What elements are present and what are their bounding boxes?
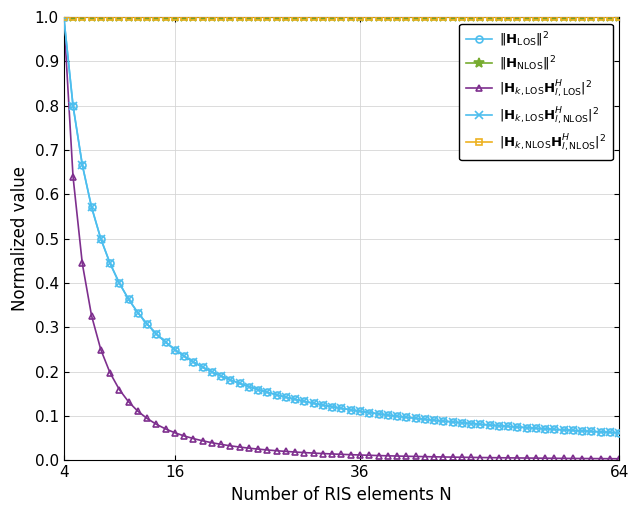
$|\mathbf{H}_{k,\mathrm{LOS}}\mathbf{H}_{l,\mathrm{LOS}}^{H}|^2$ <box>356 452 364 458</box>
$\|\mathbf{H}_{\mathrm{NLOS}}\|^2$ <box>541 14 549 20</box>
$|\mathbf{H}_{k,\mathrm{NLOS}}\mathbf{H}_{l,\mathrm{NLOS}}^{H}|^2$ <box>356 14 364 20</box>
$|\mathbf{H}_{k,\mathrm{LOS}}\mathbf{H}_{l,\mathrm{LOS}}^{H}|^2$ <box>254 446 262 452</box>
$\|\mathbf{H}_{\mathrm{LOS}}\|^2$ <box>541 426 549 432</box>
Legend: $\|\mathbf{H}_{\mathrm{LOS}}\|^2$, $\|\mathbf{H}_{\mathrm{NLOS}}\|^2$, $|\mathbf: $\|\mathbf{H}_{\mathrm{LOS}}\|^2$, $\|\m… <box>460 24 612 160</box>
$|\mathbf{H}_{k,\mathrm{LOS}}\mathbf{H}_{l,\mathrm{NLOS}}^{H}|^2$ <box>356 408 364 414</box>
$|\mathbf{H}_{k,\mathrm{LOS}}\mathbf{H}_{l,\mathrm{LOS}}^{H}|^2$ <box>541 455 549 461</box>
$\|\mathbf{H}_{\mathrm{LOS}}\|^2$ <box>393 413 401 419</box>
$|\mathbf{H}_{k,\mathrm{LOS}}\mathbf{H}_{l,\mathrm{NLOS}}^{H}|^2$ <box>189 359 197 365</box>
$|\mathbf{H}_{k,\mathrm{LOS}}\mathbf{H}_{l,\mathrm{LOS}}^{H}|^2$ <box>60 14 68 20</box>
$|\mathbf{H}_{k,\mathrm{LOS}}\mathbf{H}_{l,\mathrm{LOS}}^{H}|^2$ <box>171 430 179 436</box>
$\|\mathbf{H}_{\mathrm{LOS}}\|^2$ <box>616 430 623 436</box>
Line: $|\mathbf{H}_{k,\mathrm{LOS}}\mathbf{H}_{l,\mathrm{LOS}}^{H}|^2$: $|\mathbf{H}_{k,\mathrm{LOS}}\mathbf{H}_… <box>60 13 623 462</box>
Line: $\|\mathbf{H}_{\mathrm{NLOS}}\|^2$: $\|\mathbf{H}_{\mathrm{NLOS}}\|^2$ <box>59 12 624 22</box>
$\|\mathbf{H}_{\mathrm{LOS}}\|^2$ <box>60 14 68 20</box>
$\|\mathbf{H}_{\mathrm{NLOS}}\|^2$ <box>393 14 401 20</box>
$|\mathbf{H}_{k,\mathrm{LOS}}\mathbf{H}_{l,\mathrm{NLOS}}^{H}|^2$ <box>393 413 401 419</box>
Line: $|\mathbf{H}_{k,\mathrm{NLOS}}\mathbf{H}_{l,\mathrm{NLOS}}^{H}|^2$: $|\mathbf{H}_{k,\mathrm{NLOS}}\mathbf{H}… <box>60 13 623 21</box>
$|\mathbf{H}_{k,\mathrm{LOS}}\mathbf{H}_{l,\mathrm{NLOS}}^{H}|^2$ <box>541 426 549 432</box>
Y-axis label: Normalized value: Normalized value <box>11 166 29 311</box>
$\|\mathbf{H}_{\mathrm{LOS}}\|^2$ <box>356 408 364 414</box>
X-axis label: Number of RIS elements N: Number of RIS elements N <box>231 486 452 504</box>
$|\mathbf{H}_{k,\mathrm{NLOS}}\mathbf{H}_{l,\mathrm{NLOS}}^{H}|^2$ <box>60 14 68 20</box>
Line: $|\mathbf{H}_{k,\mathrm{LOS}}\mathbf{H}_{l,\mathrm{NLOS}}^{H}|^2$: $|\mathbf{H}_{k,\mathrm{LOS}}\mathbf{H}_… <box>60 13 623 437</box>
$|\mathbf{H}_{k,\mathrm{LOS}}\mathbf{H}_{l,\mathrm{LOS}}^{H}|^2$ <box>616 456 623 462</box>
$|\mathbf{H}_{k,\mathrm{LOS}}\mathbf{H}_{l,\mathrm{LOS}}^{H}|^2$ <box>393 453 401 459</box>
$\|\mathbf{H}_{\mathrm{NLOS}}\|^2$ <box>60 14 68 20</box>
$\|\mathbf{H}_{\mathrm{NLOS}}\|^2$ <box>171 14 179 20</box>
$|\mathbf{H}_{k,\mathrm{LOS}}\mathbf{H}_{l,\mathrm{NLOS}}^{H}|^2$ <box>616 430 623 436</box>
$\|\mathbf{H}_{\mathrm{NLOS}}\|^2$ <box>189 14 197 20</box>
$|\mathbf{H}_{k,\mathrm{NLOS}}\mathbf{H}_{l,\mathrm{NLOS}}^{H}|^2$ <box>189 14 197 20</box>
$|\mathbf{H}_{k,\mathrm{NLOS}}\mathbf{H}_{l,\mathrm{NLOS}}^{H}|^2$ <box>393 14 401 20</box>
$|\mathbf{H}_{k,\mathrm{NLOS}}\mathbf{H}_{l,\mathrm{NLOS}}^{H}|^2$ <box>254 14 262 20</box>
$\|\mathbf{H}_{\mathrm{LOS}}\|^2$ <box>254 386 262 392</box>
$|\mathbf{H}_{k,\mathrm{NLOS}}\mathbf{H}_{l,\mathrm{NLOS}}^{H}|^2$ <box>171 14 179 20</box>
$|\mathbf{H}_{k,\mathrm{LOS}}\mathbf{H}_{l,\mathrm{NLOS}}^{H}|^2$ <box>60 14 68 20</box>
$|\mathbf{H}_{k,\mathrm{LOS}}\mathbf{H}_{l,\mathrm{LOS}}^{H}|^2$ <box>189 436 197 442</box>
$\|\mathbf{H}_{\mathrm{LOS}}\|^2$ <box>189 359 197 365</box>
Line: $\|\mathbf{H}_{\mathrm{LOS}}\|^2$: $\|\mathbf{H}_{\mathrm{LOS}}\|^2$ <box>60 13 623 436</box>
$|\mathbf{H}_{k,\mathrm{LOS}}\mathbf{H}_{l,\mathrm{NLOS}}^{H}|^2$ <box>254 386 262 392</box>
$\|\mathbf{H}_{\mathrm{NLOS}}\|^2$ <box>616 14 623 20</box>
$|\mathbf{H}_{k,\mathrm{LOS}}\mathbf{H}_{l,\mathrm{NLOS}}^{H}|^2$ <box>171 347 179 353</box>
$\|\mathbf{H}_{\mathrm{NLOS}}\|^2$ <box>356 14 364 20</box>
$\|\mathbf{H}_{\mathrm{NLOS}}\|^2$ <box>254 14 262 20</box>
$|\mathbf{H}_{k,\mathrm{NLOS}}\mathbf{H}_{l,\mathrm{NLOS}}^{H}|^2$ <box>541 14 549 20</box>
$\|\mathbf{H}_{\mathrm{LOS}}\|^2$ <box>171 347 179 353</box>
$|\mathbf{H}_{k,\mathrm{NLOS}}\mathbf{H}_{l,\mathrm{NLOS}}^{H}|^2$ <box>616 14 623 20</box>
